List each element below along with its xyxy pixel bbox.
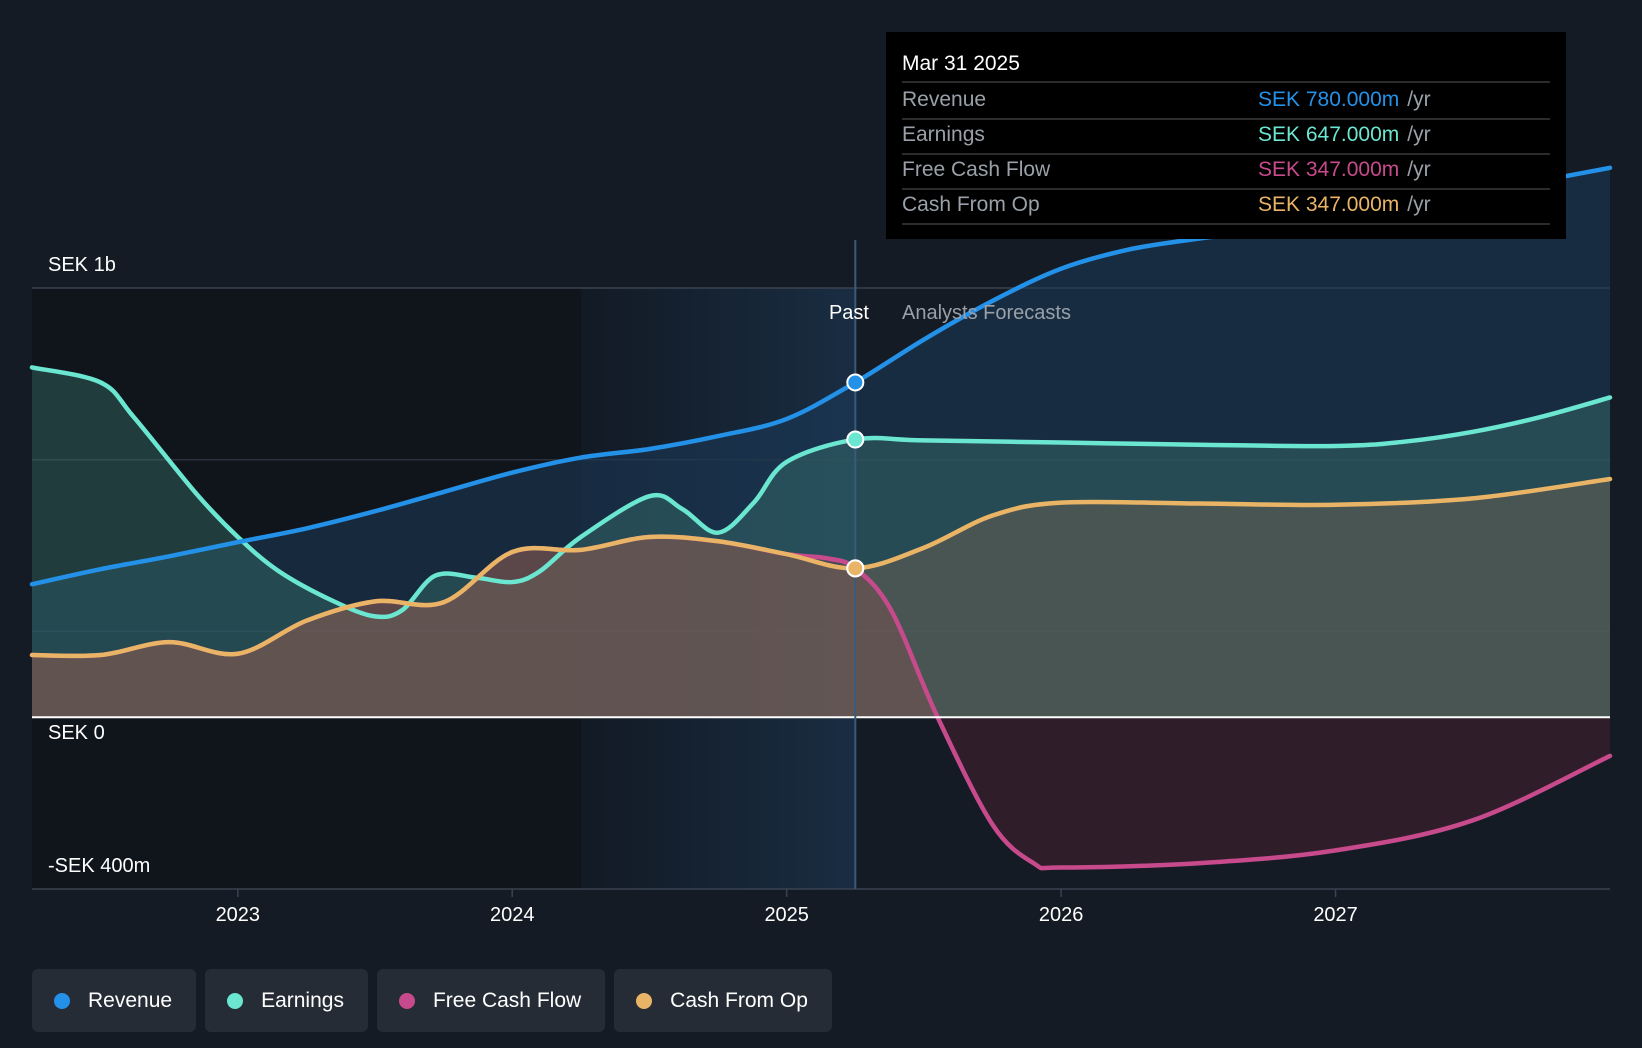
- tooltip-row-value: SEK 347.000m/yr: [1258, 193, 1431, 216]
- legend-dot-icon: [54, 992, 70, 1009]
- tooltip-date: Mar 31 2025: [902, 52, 1020, 75]
- legend-label: Free Cash Flow: [432, 988, 582, 1012]
- past-label: Past: [829, 302, 869, 324]
- tooltip-background: [886, 32, 1566, 239]
- legend-item-cash-from-op[interactable]: Cash From Op: [614, 969, 832, 1032]
- tooltip-row-cash-from-op: Cash From Op SEK 347.000m/yr: [902, 193, 1550, 225]
- x-axis-ticks: 2023 2024 2025 2026 2027: [216, 889, 1358, 926]
- tooltip-row-label: Free Cash Flow: [902, 158, 1051, 181]
- earnings-line: [29, 365, 1613, 620]
- y-label-top: SEK 1b: [48, 254, 116, 276]
- tooltip-row-earnings: Earnings SEK 647.000m/yr: [902, 123, 1550, 155]
- tooltip-row-value: SEK 347.000m/yr: [1258, 158, 1431, 181]
- tooltip-row-value: SEK 780.000m/yr: [1258, 88, 1431, 111]
- tooltip-row-label: Cash From Op: [902, 193, 1040, 216]
- tooltip-row-free-cash-flow: Free Cash Flow SEK 347.000m/yr: [902, 158, 1550, 190]
- x-tick-label: 2023: [216, 904, 261, 926]
- tooltip-row-label: Earnings: [902, 123, 985, 146]
- cash-from-op-line: [29, 476, 1613, 659]
- y-label-bottom: -SEK 400m: [48, 855, 150, 877]
- legend-dot-icon: [636, 992, 653, 1009]
- x-tick-label: 2027: [1313, 904, 1358, 926]
- forecast-label: Analysts Forecasts: [902, 302, 1071, 324]
- tooltip-row-value: SEK 647.000m/yr: [1258, 123, 1431, 146]
- x-tick-label: 2025: [764, 904, 809, 926]
- legend-item-free-cash-flow[interactable]: Free Cash Flow: [376, 969, 606, 1032]
- cash-from-op-marker: [846, 559, 865, 578]
- free-cash-flow-negative-area: [32, 717, 1610, 869]
- legend-item-revenue[interactable]: Revenue: [32, 969, 197, 1032]
- cash-from-op-area: [32, 479, 1610, 718]
- earnings-marker: [846, 430, 865, 449]
- x-tick-label: 2026: [1039, 904, 1084, 926]
- legend-item-earnings[interactable]: Earnings: [205, 969, 368, 1032]
- hover-markers: [846, 373, 865, 578]
- legend-label: Cash From Op: [670, 988, 808, 1012]
- legend: Revenue Earnings Free Cash Flow Cash From O…: [32, 969, 832, 1032]
- legend-dot-icon: [398, 992, 415, 1009]
- x-tick-label: 2024: [490, 904, 535, 926]
- revenue-marker: [846, 373, 865, 392]
- tooltip-row-revenue: Revenue SEK 780.000m/yr: [902, 88, 1550, 120]
- tooltip-row-label: Revenue: [902, 88, 986, 111]
- legend-dot-icon: [227, 992, 244, 1009]
- y-label-zero: SEK 0: [48, 722, 105, 744]
- legend-label: Revenue: [88, 988, 173, 1012]
- tooltip: Mar 31 2025 Revenue SEK 780.000m/yr Earnin…: [886, 32, 1566, 239]
- earnings-area: [32, 367, 1610, 718]
- free-cash-flow-area: [32, 536, 938, 718]
- legend-label: Earnings: [261, 988, 344, 1012]
